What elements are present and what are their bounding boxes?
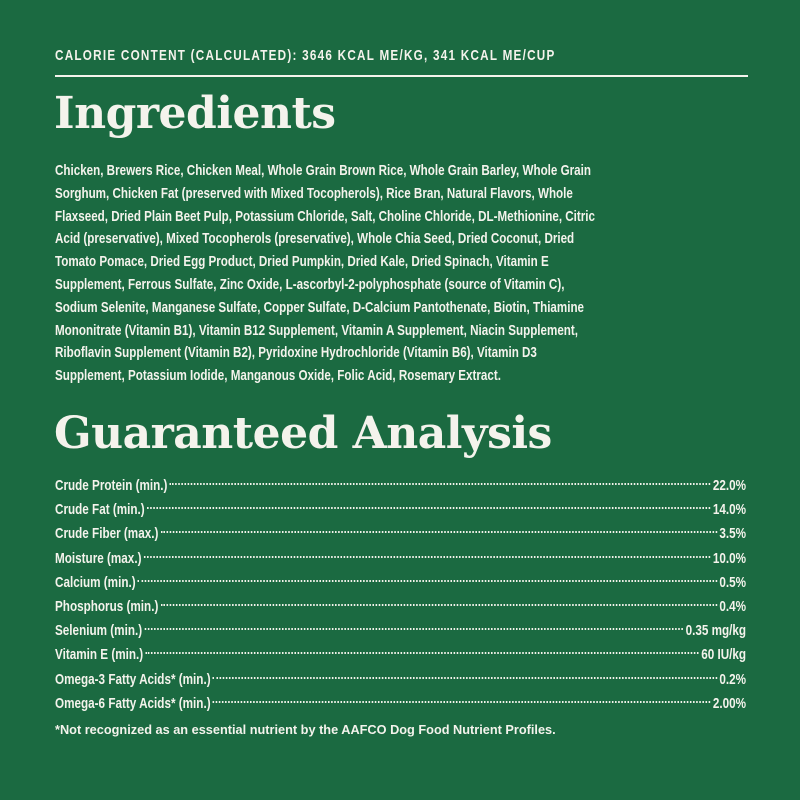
- analysis-label: Crude Protein (min.): [55, 477, 168, 494]
- analysis-label: Omega-6 Fatty Acids* (min.): [55, 694, 211, 712]
- analysis-row: Vitamin E (min.) 60 IU/kg: [55, 643, 746, 667]
- dot-leader: [169, 483, 711, 485]
- analysis-label: Phosphorus (min.): [55, 597, 159, 615]
- analysis-label: Vitamin E (min.): [55, 646, 144, 664]
- ingredients-line: Riboflavin Supplement (Vitamin B2), Pyri…: [55, 344, 537, 362]
- analysis-row: Omega-6 Fatty Acids* (min.) 2.00%: [55, 692, 746, 716]
- analysis-label: Crude Fiber (max.): [55, 525, 159, 543]
- analysis-value: 10.0%: [712, 549, 747, 567]
- analysis-label: Crude Fat (min.): [55, 501, 145, 519]
- ingredients-line: Sodium Selenite, Manganese Sulfate, Copp…: [55, 298, 585, 316]
- ingredients-line: Supplement, Ferrous Sulfate, Zinc Oxide,…: [55, 275, 565, 293]
- ingredients-line: Flaxseed, Dried Plain Beet Pulp, Potassi…: [55, 207, 596, 225]
- analysis-row: Calcium (min.) 0.5%: [55, 571, 746, 595]
- dot-leader: [212, 676, 718, 679]
- analysis-row: Omega-3 Fatty Acids* (min.) 0.2%: [55, 668, 746, 692]
- analysis-value: 60 IU/kg: [701, 646, 747, 664]
- analysis-value: 14.0%: [712, 501, 747, 519]
- footnote: *Not recognized as an essential nutrient…: [55, 722, 556, 737]
- analysis-label: Selenium (min.): [55, 622, 143, 640]
- analysis-value: 2.00%: [712, 694, 747, 712]
- analysis-label: Omega-3 Fatty Acids* (min.): [55, 670, 211, 688]
- analysis-row: Crude Protein (min.) 22.0%: [55, 474, 746, 498]
- analysis-value: 0.4%: [719, 597, 747, 615]
- dot-leader: [145, 652, 699, 655]
- dot-leader: [212, 700, 711, 703]
- analysis-title: Guaranteed Analysis: [54, 408, 552, 459]
- analysis-value: 22.0%: [712, 477, 747, 494]
- ingredients-line: Tomato Pomace, Dried Egg Product, Dried …: [55, 253, 549, 271]
- dot-leader: [160, 531, 718, 534]
- guaranteed-analysis-table: Crude Protein (min.) 22.0% Crude Fat (min.…: [55, 474, 746, 716]
- analysis-label: Moisture (max.): [55, 549, 142, 567]
- analysis-value: 3.5%: [719, 525, 747, 543]
- calorie-content: CALORIE CONTENT (CALCULATED): 3646 KCAL …: [55, 47, 556, 64]
- ingredients-title: Ingredients: [54, 88, 336, 139]
- analysis-value: 0.2%: [719, 670, 747, 688]
- ingredients-line: Supplement, Potassium Iodide, Manganous …: [55, 367, 501, 385]
- dot-leader: [137, 579, 718, 582]
- dot-leader: [160, 603, 718, 606]
- ingredients-line: Acid (preservative), Mixed Tocopherols (…: [55, 230, 575, 248]
- ingredients-list: Chicken, Brewers Rice, Chicken Meal, Who…: [55, 160, 753, 388]
- analysis-row: Crude Fiber (max.) 3.5%: [55, 522, 746, 546]
- divider: [55, 75, 748, 77]
- analysis-row: Moisture (max.) 10.0%: [55, 547, 746, 571]
- analysis-label: Calcium (min.): [55, 573, 136, 591]
- analysis-row: Selenium (min.) 0.35 mg/kg: [55, 619, 746, 643]
- ingredients-line: Mononitrate (Vitamin B1), Vitamin B12 Su…: [55, 321, 578, 339]
- dot-leader: [143, 555, 711, 558]
- analysis-value: 0.35 mg/kg: [685, 622, 747, 640]
- analysis-row: Crude Fat (min.) 14.0%: [55, 498, 746, 522]
- ingredients-line: Sorghum, Chicken Fat (preserved with Mix…: [55, 184, 573, 202]
- ingredients-line: Chicken, Brewers Rice, Chicken Meal, Who…: [55, 162, 591, 179]
- dot-leader: [147, 507, 711, 510]
- dot-leader: [144, 628, 684, 631]
- analysis-value: 0.5%: [719, 573, 747, 591]
- analysis-row: Phosphorus (min.) 0.4%: [55, 595, 746, 619]
